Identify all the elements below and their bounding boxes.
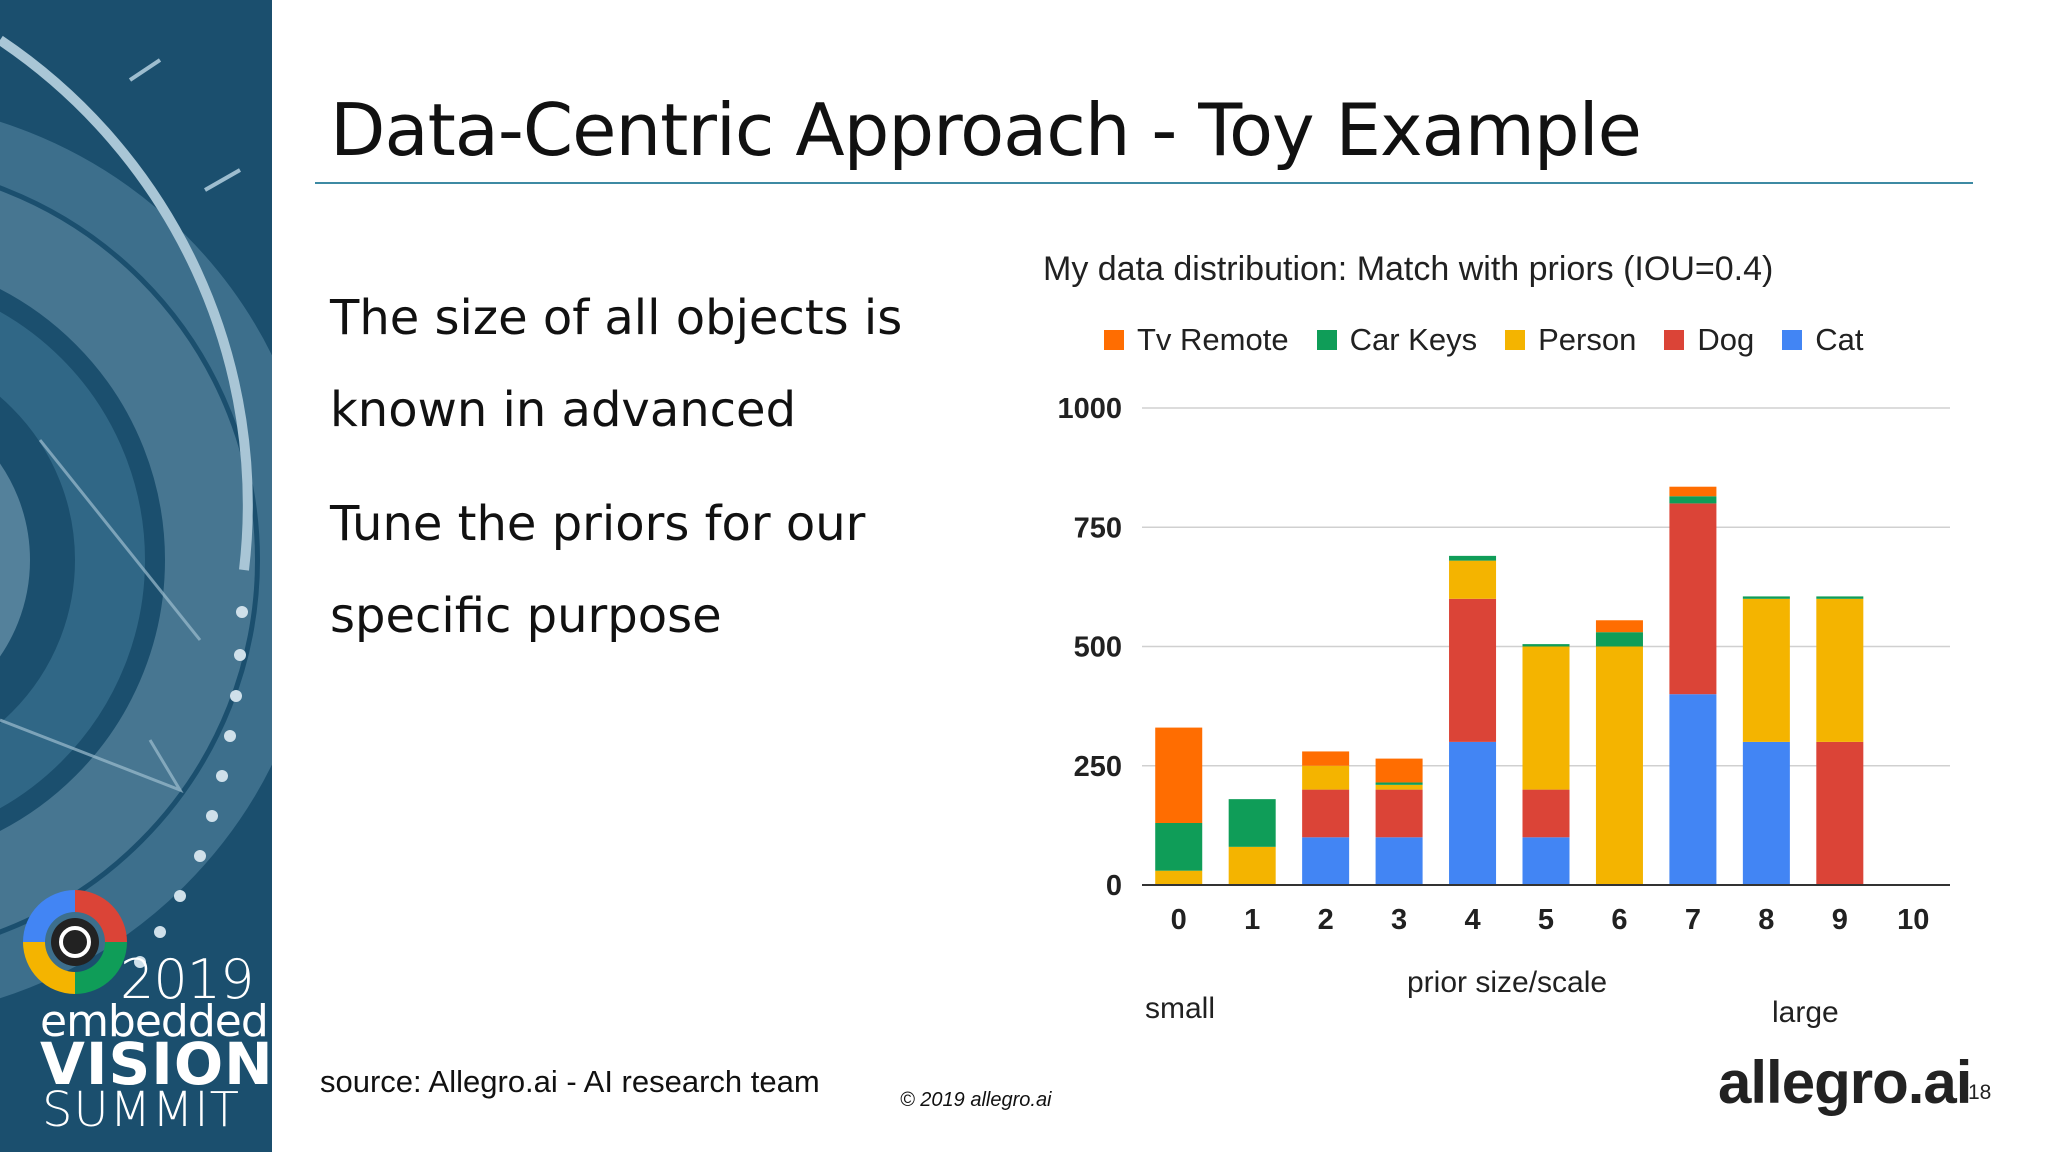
legend-swatch-car-keys: [1316, 330, 1337, 350]
legend-label-dog: Dog: [1697, 322, 1755, 357]
bar-segment-cat: [1742, 741, 1790, 885]
event-sidebar: 2019 embedded VISION SUMMIT: [0, 0, 272, 1152]
x-axis-annotation-small: small: [1145, 992, 1216, 1025]
legend-item-dog: Dog: [1664, 322, 1754, 358]
bullet-line-3: Tune the priors for our: [330, 496, 866, 552]
bar-segment-person: [1522, 646, 1570, 790]
source-note: source: Allegro.ai - AI research team: [320, 1064, 820, 1099]
chart-legend: Tv Remote Car Keys Person Dog Cat: [1104, 320, 1891, 360]
legend-swatch-tv-remote: [1104, 330, 1124, 350]
bar-segment-car-keys: [1595, 632, 1643, 647]
x-tick-label: 0: [1171, 904, 1187, 936]
legend-label-cat: Cat: [1815, 322, 1864, 357]
bar-segment-dog: [1816, 741, 1864, 885]
legend-swatch-person: [1505, 330, 1526, 350]
legend-label-person: Person: [1538, 322, 1637, 357]
bar-segment-car-keys: [1669, 496, 1717, 504]
x-axis-title: prior size/scale: [1407, 966, 1608, 999]
stacked-bar-chart: 0 250 500 750 1000 0 1 2 3 4 5 6 7 8 9 10: [1057, 393, 1950, 936]
bar-segment-tv-remote: [1595, 620, 1643, 633]
event-logo-year: 2019: [120, 948, 254, 1011]
y-tick-label: 500: [1074, 632, 1122, 664]
copyright-note: © 2019 allegro.ai: [900, 1089, 1052, 1111]
bar-segment-tv-remote: [1302, 751, 1350, 766]
bar-segment-dog: [1375, 789, 1423, 838]
bar-segment-tv-remote: [1155, 727, 1203, 823]
y-tick-label: 1000: [1057, 393, 1122, 425]
bar-segment-car-keys: [1155, 822, 1203, 871]
sidebar-decoration: [0, 0, 272, 1152]
bar-segment-person: [1302, 765, 1350, 790]
bar-segment-person: [1742, 598, 1790, 742]
x-tick-label: 9: [1832, 904, 1848, 936]
bar-segment-car-keys: [1742, 596, 1790, 599]
bar-segment-cat: [1302, 837, 1350, 885]
x-tick-label: 4: [1464, 904, 1480, 936]
bar-segment-cat: [1669, 694, 1717, 885]
x-tick-label: 5: [1538, 904, 1554, 936]
x-tick-label: 10: [1897, 904, 1929, 936]
x-tick-label: 6: [1611, 904, 1627, 936]
x-tick-label: 1: [1244, 904, 1260, 936]
legend-swatch-cat: [1782, 330, 1803, 350]
bar-segment-car-keys: [1816, 596, 1864, 599]
bar-segment-car-keys: [1375, 782, 1423, 785]
page-number: 18: [1968, 1081, 1992, 1104]
bar-segment-person: [1375, 784, 1423, 790]
y-tick-label: 0: [1106, 870, 1122, 902]
event-logo-vision: VISION: [40, 1030, 272, 1098]
event-logo-summit: SUMMIT: [42, 1082, 240, 1138]
bar-segment-tv-remote: [1375, 758, 1423, 783]
legend-item-tv-remote: Tv Remote: [1104, 322, 1289, 358]
bullet-line-2: known in advanced: [330, 382, 797, 438]
bar-segment-person: [1595, 646, 1643, 885]
slide-title: Data-Centric Approach - Toy Example: [330, 88, 1642, 172]
bar-segment-cat: [1375, 837, 1423, 885]
legend-label-car-keys: Car Keys: [1349, 322, 1478, 357]
bar-segment-person: [1449, 560, 1497, 599]
brand-logo: allegro.ai: [1718, 1049, 1972, 1116]
title-divider: [315, 182, 1973, 184]
legend-swatch-dog: [1664, 330, 1685, 350]
bar-segment-car-keys: [1449, 555, 1497, 561]
bar-segment-dog: [1449, 598, 1497, 742]
x-tick-label: 3: [1391, 904, 1407, 936]
x-tick-label: 7: [1685, 904, 1701, 936]
x-tick-label: 2: [1318, 904, 1334, 936]
legend-item-person: Person: [1505, 322, 1636, 358]
bar-segment-tv-remote: [1669, 486, 1717, 497]
bar-segment-car-keys: [1522, 644, 1570, 647]
legend-item-car-keys: Car Keys: [1316, 322, 1478, 358]
bar-segment-car-keys: [1228, 799, 1276, 847]
chart-title: My data distribution: Match with priors …: [1043, 250, 1774, 288]
bar-segment-dog: [1522, 789, 1570, 838]
bar-segment-person: [1155, 870, 1203, 885]
bullet-line-1: The size of all objects is: [330, 290, 903, 346]
y-tick-label: 250: [1074, 751, 1122, 783]
bar-segment-person: [1228, 846, 1276, 885]
bar-segment-person: [1816, 598, 1864, 742]
legend-label-tv-remote: Tv Remote: [1137, 322, 1289, 357]
bar-segment-cat: [1449, 741, 1497, 885]
bullet-line-4: specific purpose: [330, 588, 722, 644]
event-logo-embedded: embedded: [40, 996, 269, 1047]
x-tick-label: 8: [1758, 904, 1774, 936]
y-tick-label: 750: [1074, 512, 1122, 544]
bar-segment-cat: [1522, 837, 1570, 885]
x-axis-annotation-large: large: [1772, 996, 1839, 1029]
bar-segment-dog: [1302, 789, 1350, 838]
bar-segment-dog: [1669, 503, 1717, 695]
legend-item-cat: Cat: [1782, 322, 1863, 358]
